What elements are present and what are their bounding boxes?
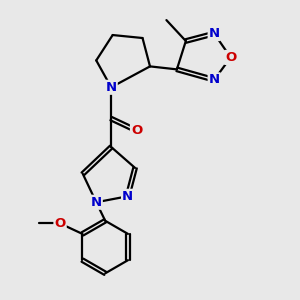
Text: N: N <box>208 27 220 40</box>
Text: O: O <box>225 51 236 64</box>
Text: N: N <box>106 81 117 94</box>
Text: O: O <box>54 217 66 230</box>
Text: N: N <box>91 196 102 209</box>
Text: N: N <box>208 73 220 86</box>
Text: O: O <box>131 124 142 137</box>
Text: N: N <box>122 190 133 203</box>
